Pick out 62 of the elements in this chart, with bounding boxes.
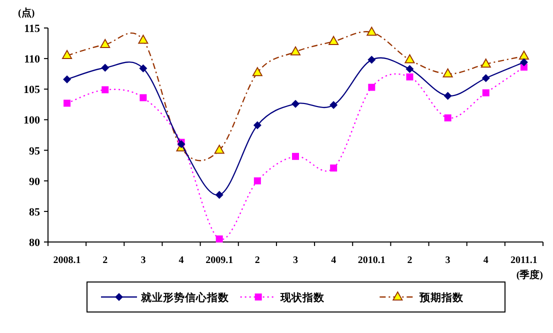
point	[368, 56, 376, 64]
y-tick-label: 115	[24, 23, 40, 35]
point	[100, 39, 110, 48]
point	[518, 50, 529, 60]
point	[444, 114, 452, 122]
point	[368, 84, 376, 91]
legend-label: 现状指数	[279, 291, 326, 304]
x-axis-title: (季度)	[516, 269, 543, 281]
x-tick-label: 4	[178, 255, 184, 266]
point	[140, 94, 147, 102]
point	[520, 58, 528, 66]
point	[442, 68, 453, 78]
y-axis-title: (点)	[18, 7, 35, 19]
y-tick-label: 100	[24, 114, 40, 127]
x-tick-label: 2	[102, 255, 108, 266]
point	[290, 46, 300, 56]
point	[102, 86, 109, 94]
point	[216, 235, 223, 242]
point	[101, 64, 110, 72]
legend-label: 预期指数	[418, 291, 465, 304]
point	[214, 144, 224, 154]
point	[292, 100, 300, 108]
x-tick-label: 4	[483, 255, 488, 266]
point	[139, 64, 148, 72]
point	[252, 67, 262, 76]
point	[177, 140, 186, 148]
x-tick-label: 2009.1	[206, 255, 234, 266]
y-tick-label: 95	[29, 145, 40, 158]
point	[330, 101, 338, 110]
point	[62, 50, 72, 60]
point	[480, 58, 491, 68]
point	[215, 190, 224, 199]
y-tick-label: 90	[29, 176, 40, 188]
x-tick-label: 3	[445, 255, 450, 266]
point	[406, 64, 414, 73]
y-tick-label: 85	[29, 206, 40, 218]
y-tick-label: 110	[24, 54, 40, 66]
point	[366, 26, 377, 36]
point	[330, 164, 338, 172]
point	[253, 121, 262, 130]
x-tick-label: 4	[331, 255, 336, 266]
y-tick-label: 80	[29, 237, 40, 249]
point	[292, 152, 299, 160]
legend-label: 就业形势信心指数	[140, 291, 230, 304]
point	[254, 177, 261, 184]
point	[404, 54, 415, 64]
point	[138, 34, 148, 44]
x-tick-label: 2008.1	[53, 255, 81, 266]
x-tick-label: 2	[407, 255, 412, 266]
point	[328, 36, 339, 45]
point	[444, 92, 452, 100]
point	[63, 75, 72, 84]
x-tick-label: 2011.1	[510, 255, 538, 266]
point	[64, 100, 71, 107]
x-tick-label: 3	[293, 255, 298, 266]
x-tick-label: 2	[254, 255, 260, 266]
x-tick-label: 2010.1	[358, 255, 386, 266]
x-tick-label: 3	[140, 255, 146, 266]
point	[482, 74, 490, 82]
point	[406, 73, 414, 80]
y-tick-label: 105	[24, 84, 40, 96]
point	[482, 89, 490, 96]
